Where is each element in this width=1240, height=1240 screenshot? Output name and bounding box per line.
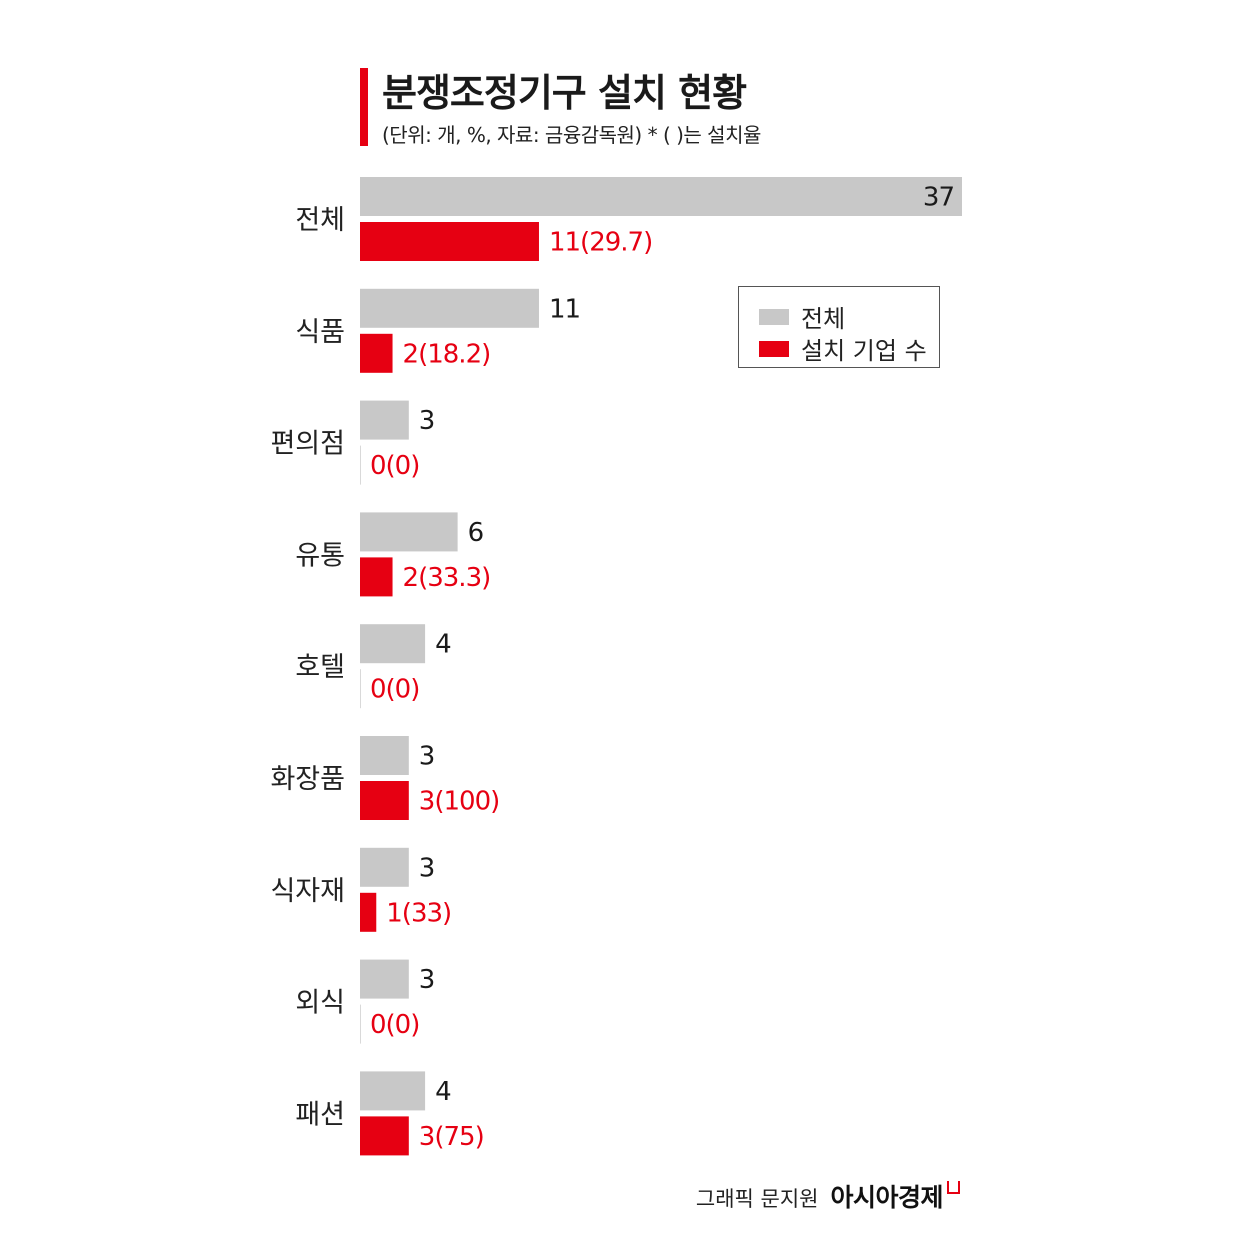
data-label-installed: 11(29.7) [549,228,652,258]
data-label-total: 3 [419,853,435,883]
bar-installed [360,333,393,373]
title-accent-bar [360,68,368,146]
data-label-installed: 2(33.3) [403,563,491,593]
data-label-total: 3 [419,406,435,436]
chart-subtitle: (단위: 개, %, 자료: 금융감독원) * ( )는 설치율 [382,123,761,147]
bar-installed [360,1116,409,1156]
legend-item-installed: 설치 기업 수 [759,331,927,366]
category-label: 외식 [295,988,345,1019]
category-label: 식자재 [270,876,345,907]
legend-swatch-total [759,308,789,325]
legend-label-total: 전체 [801,305,846,333]
bar-total [360,736,409,775]
data-label-installed: 3(100) [419,787,499,817]
data-label-installed: 2(18.2) [403,339,491,369]
data-label-total: 4 [435,630,451,660]
data-label-installed: 1(33) [386,898,451,928]
bar-installed [360,892,377,932]
bar-installed-zero [360,669,361,709]
data-label-installed: 0(0) [370,451,419,481]
bar-installed [360,222,539,261]
legend-item-total: 전체 [759,299,845,334]
category-label: 패션 [295,1099,345,1130]
bar-total [360,1071,426,1111]
category-label: 화장품 [270,764,345,795]
bar-total [360,512,458,552]
chart-legend: 전체 설치 기업 수 [738,286,940,368]
category-label: 호텔 [295,652,345,683]
bar-total [360,400,409,440]
bar-total [360,288,539,328]
data-label-total: 4 [435,1077,451,1107]
data-label-installed: 0(0) [370,675,419,705]
legend-swatch-installed [759,340,789,357]
bar-total [360,177,962,216]
credit-line: 그래픽 문지원 아시아경제 [696,1178,960,1214]
bar-installed-zero [360,445,361,485]
bar-installed-zero [360,1004,361,1044]
category-label: 유통 [295,540,345,571]
legend-label-installed: 설치 기업 수 [801,337,927,365]
bar-total [360,624,426,664]
data-label-total: 3 [419,965,435,995]
category-label: 전체 [295,205,345,236]
category-label: 식품 [295,317,345,348]
data-label-installed: 0(0) [370,1010,419,1040]
bar-total [360,959,409,999]
credit-text: 그래픽 문지원 [695,1187,819,1211]
data-label-installed: 3(75) [419,1122,484,1152]
chart-title: 분쟁조정기구 설치 현황 [382,71,747,115]
category-label: 편의점 [270,429,345,460]
brand-logo: 아시아경제 [830,1183,943,1212]
bar-total [360,847,409,887]
data-label-total: 6 [468,518,484,548]
data-label-total: 3 [419,742,435,772]
bar-installed [360,557,393,597]
brand-mark-icon [947,1181,960,1194]
bar-installed [360,781,409,820]
data-label-total: 11 [549,294,580,324]
data-label-total: 37 [923,183,954,213]
